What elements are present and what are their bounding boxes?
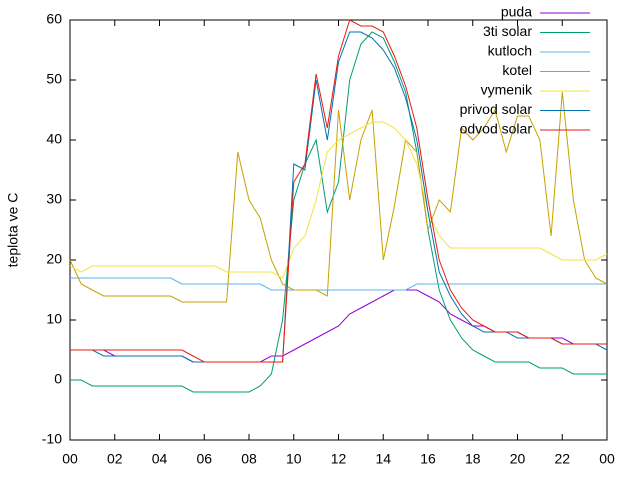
y-axis-label: teplota ve C	[5, 193, 21, 268]
x-tick-label: 02	[107, 451, 123, 467]
legend-label: 3ti solar	[483, 23, 532, 39]
y-tick-label: 50	[46, 71, 62, 87]
x-tick-label: 22	[554, 451, 570, 467]
x-tick-label: 00	[62, 451, 78, 467]
series-line	[69, 91, 608, 303]
x-tick-label: 08	[241, 451, 257, 467]
x-tick-label: 20	[510, 451, 526, 467]
legend-label: vymenik	[481, 82, 533, 98]
x-tick-label: 16	[420, 451, 436, 467]
y-tick-label: 30	[46, 191, 62, 207]
x-tick-label: 18	[465, 451, 481, 467]
x-tick-label: 12	[331, 451, 347, 467]
legend-label: kutloch	[488, 43, 532, 59]
y-tick-label: 40	[46, 131, 62, 147]
y-tick-label: 60	[46, 11, 62, 27]
x-tick-label: 10	[286, 451, 302, 467]
x-tick-label: 14	[375, 451, 391, 467]
series-line	[70, 289, 607, 363]
legend-label: kotel	[502, 62, 532, 78]
legend-label: privod solar	[460, 101, 533, 117]
y-tick-label: -10	[42, 431, 62, 447]
series-line	[70, 19, 607, 363]
legend-label: puda	[501, 4, 532, 20]
legend-label: odvod solar	[460, 121, 533, 137]
x-tick-label: 06	[196, 451, 212, 467]
x-tick-label: 04	[152, 451, 168, 467]
series-line	[70, 31, 607, 393]
y-tick-label: 0	[54, 371, 62, 387]
x-tick-label: 00	[599, 451, 615, 467]
series-line	[70, 277, 607, 291]
y-tick-label: 10	[46, 311, 62, 327]
y-tick-label: 20	[46, 251, 62, 267]
series-line	[69, 121, 608, 279]
series-line	[70, 31, 608, 363]
